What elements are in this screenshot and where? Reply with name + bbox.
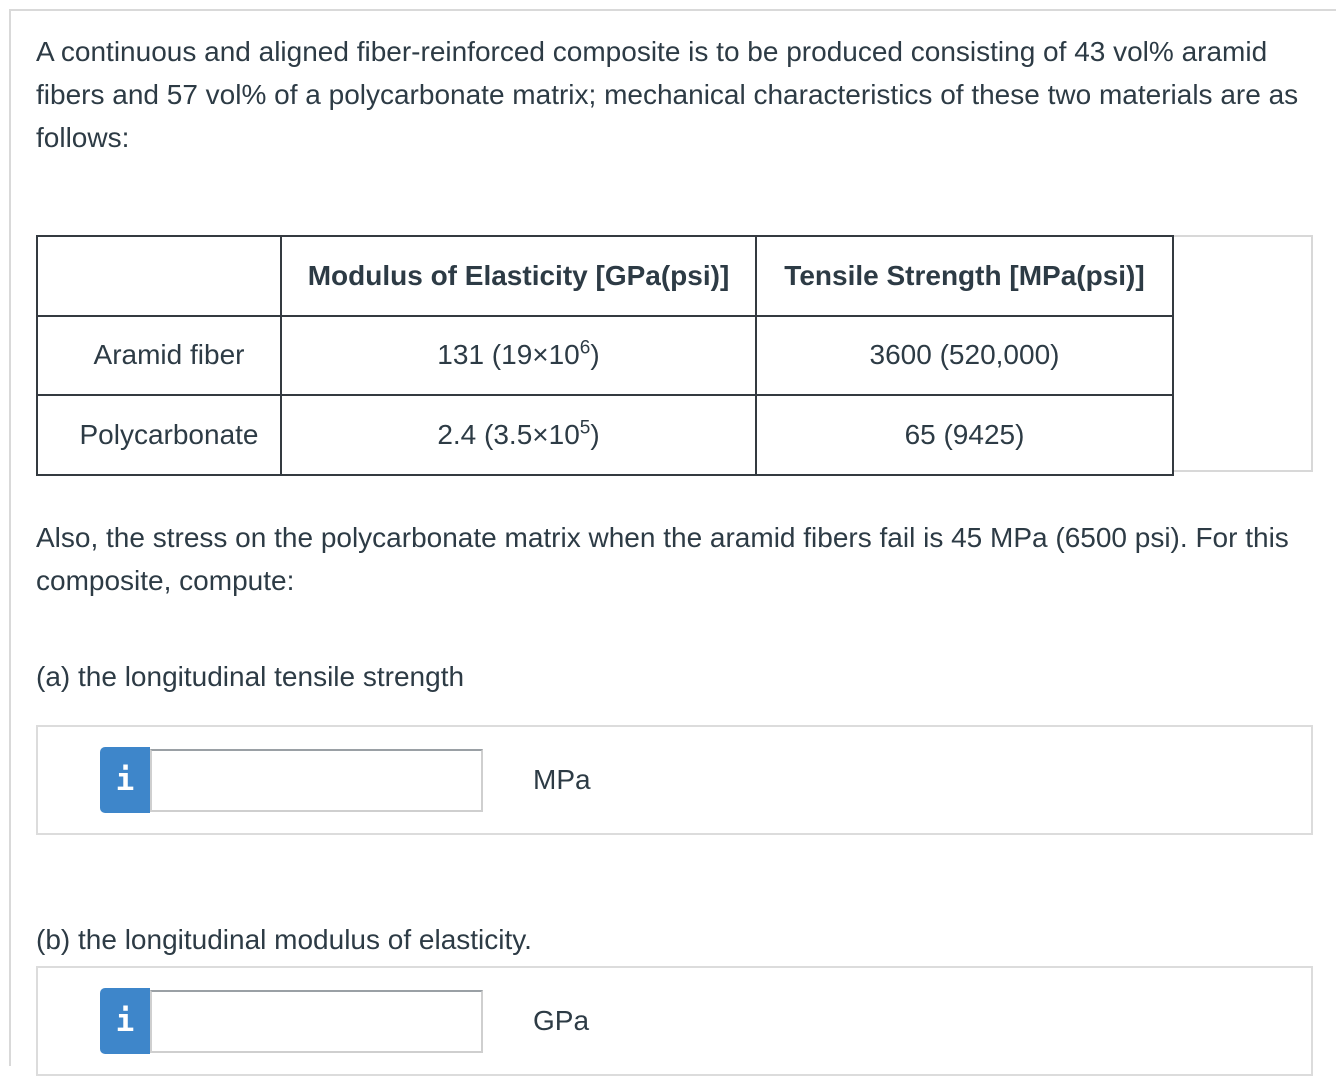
header-tensile: Tensile Strength [MPa(psi)] — [755, 235, 1174, 317]
part-a-answer-box: i MPa — [36, 725, 1313, 835]
table-header-row: Modulus of Elasticity [GPa(psi)] Tensile… — [36, 235, 1174, 317]
table-row: Polycarbonate 2.4 (3.5×105) 65 (9425) — [36, 394, 1174, 476]
part-b-unit-label: GPa — [533, 1005, 590, 1036]
part-b-answer-box: i GPa — [36, 966, 1313, 1076]
modulus-value-aramid: 131 (19×106) — [280, 314, 757, 397]
tensile-value-polycarbonate: 65 (9425) — [755, 394, 1174, 476]
problem-followup-text: Also, the stress on the polycarbonate ma… — [36, 522, 1289, 596]
material-name-polycarbonate: Polycarbonate — [36, 394, 282, 476]
modulus-base: 131 (19×10 — [437, 339, 580, 371]
modulus-close: ) — [590, 419, 600, 451]
table-row: Aramid fiber 131 (19×106) 3600 (520,000) — [36, 314, 1174, 397]
materials-table-wrapper: Modulus of Elasticity [GPa(psi)] Tensile… — [36, 235, 1313, 476]
modulus-close: ) — [590, 339, 600, 371]
part-a-label: (a) the longitudinal tensile strength — [36, 661, 465, 692]
header-material — [36, 235, 282, 317]
part-b-answer-input[interactable] — [150, 989, 483, 1053]
part-a-unit-label: MPa — [533, 764, 591, 795]
part-a-answer-input[interactable] — [150, 748, 483, 812]
modulus-exponent: 6 — [579, 338, 591, 360]
header-modulus: Modulus of Elasticity [GPa(psi)] — [280, 235, 757, 317]
info-icon[interactable]: i — [100, 988, 150, 1054]
problem-intro-text: A continuous and aligned fiber-reinforce… — [36, 36, 1299, 153]
tensile-value-aramid: 3600 (520,000) — [755, 314, 1174, 397]
modulus-base: 2.4 (3.5×10 — [437, 419, 580, 451]
part-b-label: (b) the longitudinal modulus of elastici… — [36, 924, 532, 955]
modulus-exponent: 5 — [579, 417, 591, 439]
question-card: A continuous and aligned fiber-reinforce… — [9, 9, 1336, 1076]
material-name-aramid: Aramid fiber — [36, 314, 282, 397]
modulus-value-polycarbonate: 2.4 (3.5×105) — [280, 394, 757, 476]
question-content: A continuous and aligned fiber-reinforce… — [11, 11, 1315, 1076]
materials-table: Modulus of Elasticity [GPa(psi)] Tensile… — [36, 235, 1174, 476]
info-icon[interactable]: i — [100, 747, 150, 813]
